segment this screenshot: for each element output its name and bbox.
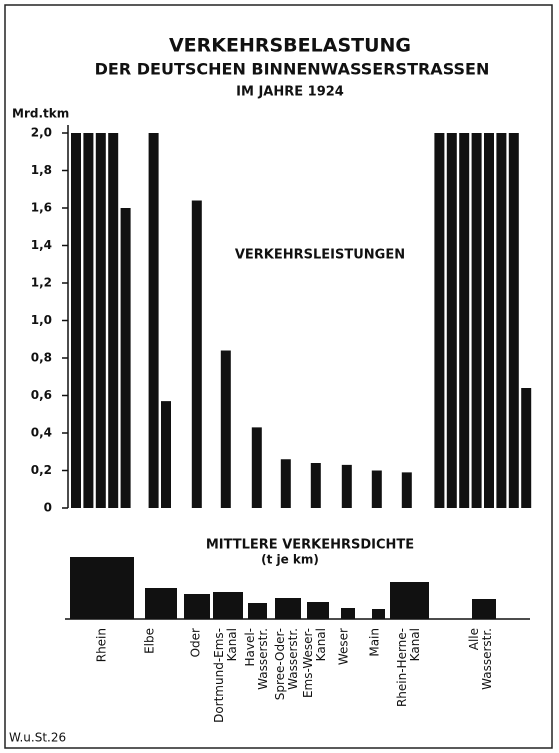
bar xyxy=(401,472,412,508)
bar xyxy=(275,598,301,619)
bar xyxy=(108,133,119,508)
y-tick-label: 0,8 xyxy=(31,351,52,365)
y-tick-label: 0,6 xyxy=(31,388,52,402)
annotation: VERKEHRSLEISTUNGEN xyxy=(235,248,405,263)
bar xyxy=(148,133,159,508)
x-tick-label: Rhein xyxy=(95,628,109,662)
bar xyxy=(508,133,519,508)
bar xyxy=(145,588,177,619)
bar xyxy=(307,602,329,619)
x-tick-label: Elbe xyxy=(143,628,157,654)
y-axis-label: Mrd.tkm xyxy=(12,107,69,121)
y-tick-label: 1,2 xyxy=(31,276,52,290)
y-tick-label: 1,8 xyxy=(31,163,52,177)
chart-subtitle: IM JAHRE 1924 xyxy=(236,85,344,100)
x-tick-label: Spree-Oder-Wasserstr. xyxy=(273,628,300,700)
bar xyxy=(70,557,134,619)
bar xyxy=(280,459,291,508)
y-tick-label: 2,0 xyxy=(31,126,52,140)
x-tick-label: Havel-Wasserstr. xyxy=(243,628,270,690)
bar xyxy=(390,582,429,619)
bar xyxy=(95,133,106,508)
bar xyxy=(371,470,382,508)
bar xyxy=(120,208,131,508)
bar xyxy=(191,200,202,508)
x-tick-label: Ems-Weser-Kanal xyxy=(301,628,328,698)
bar xyxy=(484,133,494,508)
x-tick-label: AlleWasserstr. xyxy=(467,628,494,690)
y-tick-label: 1,4 xyxy=(31,238,52,252)
bar xyxy=(71,133,81,508)
bar xyxy=(161,401,171,508)
panel-title: MITTLERE VERKEHRSDICHTE xyxy=(206,538,414,553)
bar xyxy=(341,464,352,508)
bar xyxy=(496,133,507,508)
y-tick-label: 1,6 xyxy=(31,201,52,215)
panel-subtitle: (t je km) xyxy=(261,553,319,567)
chart-subtitle: DER DEUTSCHEN BINNENWASSERSTRASSEN xyxy=(95,60,490,79)
bar xyxy=(341,608,355,619)
bar xyxy=(83,133,94,508)
x-tick-label: Dortmund-Ems-Kanal xyxy=(212,628,239,723)
x-tick-label: Oder xyxy=(189,628,203,657)
bar xyxy=(459,133,470,508)
bar xyxy=(220,350,231,508)
y-tick-label: 1,0 xyxy=(31,313,52,327)
bar xyxy=(310,463,321,508)
bar xyxy=(446,133,457,508)
bar xyxy=(248,603,267,619)
bar xyxy=(213,592,243,619)
bar xyxy=(184,594,210,619)
source: W.u.St.26 xyxy=(9,731,66,745)
x-tick-label: Main xyxy=(368,628,382,657)
bar xyxy=(372,609,385,619)
y-tick-label: 0 xyxy=(44,501,52,515)
bar xyxy=(472,599,496,619)
x-tick-label: Weser xyxy=(337,628,351,665)
x-tick-label: Rhein-Herne-Kanal xyxy=(395,628,422,707)
bar xyxy=(434,133,445,508)
chart-title: VERKEHRSBELASTUNG xyxy=(169,35,411,57)
bar xyxy=(471,133,482,508)
y-tick-label: 0,4 xyxy=(31,426,52,440)
bar xyxy=(521,388,532,508)
y-tick-label: 0,2 xyxy=(31,463,52,477)
frame xyxy=(4,4,553,749)
bar xyxy=(251,427,262,508)
